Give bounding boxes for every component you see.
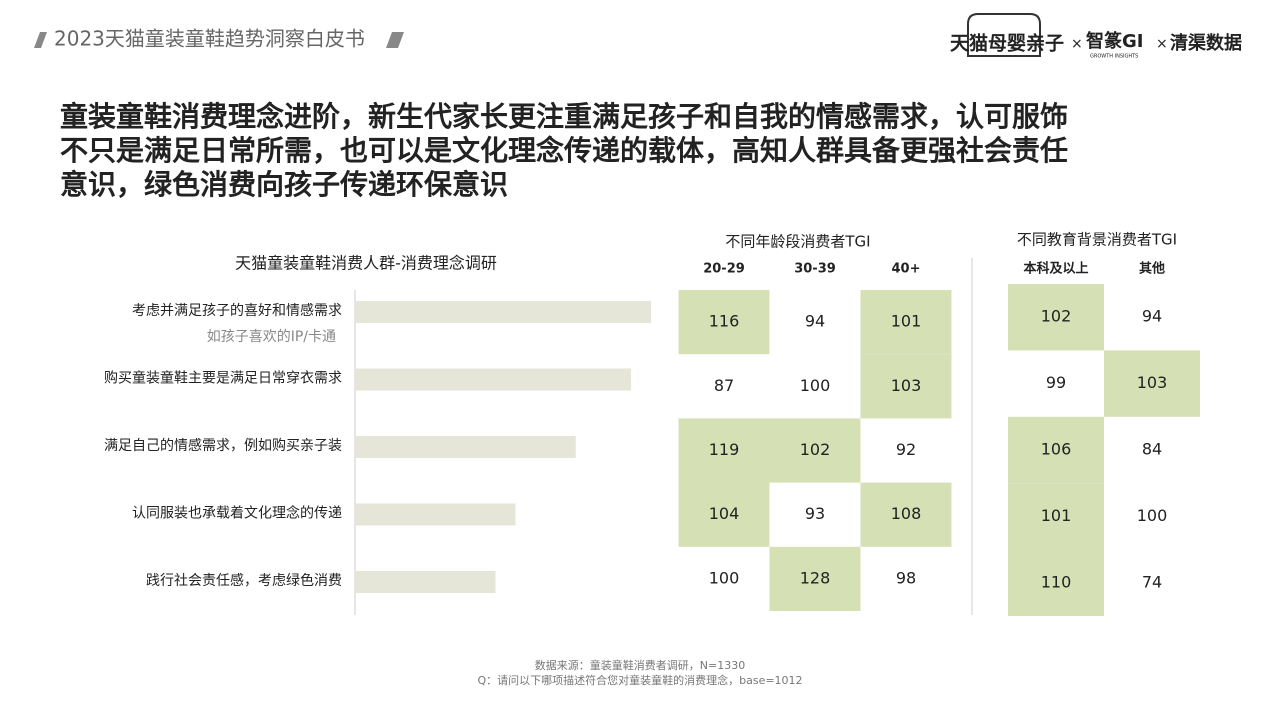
tgi-value: 99 <box>1046 373 1066 392</box>
highlight-cell <box>1008 284 1104 351</box>
logo-frame <box>967 13 1041 57</box>
tgi-value: 106 <box>1041 440 1072 459</box>
tgi-value: 102 <box>1041 307 1072 326</box>
table-title: 不同年龄段消费者TGI <box>725 233 870 251</box>
table-title: 不同教育背景消费者TGI <box>1017 231 1177 249</box>
tgi-value: 94 <box>1142 307 1162 326</box>
footer: Q：请问以下哪项描述符合您对童装童鞋的消费理念，base=1012 <box>477 673 802 687</box>
footer: 数据来源：童装童鞋消费者调研，N=1330 <box>535 658 745 672</box>
annotation: 如孩子喜欢的IP/卡通 <box>207 329 336 345</box>
tgi-value: 93 <box>805 504 825 523</box>
tgi-value: 101 <box>1041 506 1072 525</box>
highlight-cell <box>678 482 770 547</box>
highlight-cell <box>860 354 952 419</box>
tgi-value: 128 <box>800 568 831 587</box>
brand-sub: GROWTH INSIGHTS <box>1090 54 1138 60</box>
tgi-value: 100 <box>1137 506 1168 525</box>
category-label: 践行社会责任感，考虑绿色消费 <box>146 572 342 589</box>
tgi-value: 108 <box>891 504 922 523</box>
tgi-value: 104 <box>709 504 740 523</box>
column-header: 20-29 <box>703 262 745 277</box>
highlight-cell <box>769 418 861 483</box>
column-header: 30-39 <box>794 262 836 277</box>
column-header: 40+ <box>892 262 921 277</box>
category-label: 认同服装也承载着文化理念的传递 <box>132 505 342 522</box>
tgi-value: 100 <box>800 376 831 395</box>
separator: × <box>1156 36 1168 52</box>
bar <box>355 368 631 391</box>
tgi-value: 92 <box>896 440 916 459</box>
category-label: 购买童装童鞋主要是满足日常穿衣需求 <box>104 370 342 387</box>
brand: 清渠数据 <box>1170 32 1242 54</box>
highlight-cell <box>1008 549 1104 616</box>
column-header: 其他 <box>1139 261 1165 277</box>
category-label: 满足自己的情感需求，例如购买亲子装 <box>104 437 342 454</box>
headline: 意识，绿色消费向孩子传递环保意识 <box>60 168 508 201</box>
header-deco <box>34 32 47 48</box>
tgi-value: 98 <box>896 568 916 587</box>
tgi-value: 84 <box>1142 440 1162 459</box>
brand: 天猫母婴亲子 <box>950 32 1064 55</box>
highlight-cell <box>1008 416 1104 484</box>
highlight-cell <box>678 290 770 355</box>
tgi-value: 103 <box>891 376 922 395</box>
highlight-cell <box>1008 483 1104 550</box>
tgi-value: 74 <box>1142 572 1162 591</box>
tgi-value: 94 <box>805 312 825 331</box>
headline: 不只是满足日常所需，也可以是文化理念传递的载体，高知人群具备更强社会责任 <box>60 134 1068 167</box>
tgi-value: 103 <box>1137 373 1168 392</box>
report-title: 2023天猫童装童鞋趋势洞察白皮书 <box>54 27 365 51</box>
column-header: 本科及以上 <box>1023 261 1088 277</box>
brand: 智篆GI <box>1086 30 1143 52</box>
tgi-value: 119 <box>709 440 740 459</box>
tgi-value: 87 <box>714 376 734 395</box>
header-deco <box>386 32 404 48</box>
bar <box>355 503 516 526</box>
tgi-value: 116 <box>709 312 740 331</box>
highlight-cell <box>769 546 861 611</box>
bar <box>355 571 496 593</box>
highlight-cell <box>1104 350 1200 417</box>
separator: × <box>1071 36 1083 52</box>
category-label: 考虑并满足孩子的喜好和情感需求 <box>132 302 342 319</box>
tgi-value: 110 <box>1041 572 1072 591</box>
bar <box>355 301 651 323</box>
highlight-cell <box>860 482 952 547</box>
headline: 童装童鞋消费理念进阶，新生代家长更注重满足孩子和自我的情感需求，认可服饰 <box>60 100 1068 133</box>
highlight-cell <box>678 418 770 483</box>
chart-title: 天猫童装童鞋消费人群-消费理念调研 <box>235 254 497 273</box>
tgi-value: 100 <box>709 568 740 587</box>
highlight-cell <box>860 290 952 355</box>
bar <box>355 436 576 458</box>
tgi-value: 102 <box>800 440 831 459</box>
tgi-value: 101 <box>891 312 922 331</box>
